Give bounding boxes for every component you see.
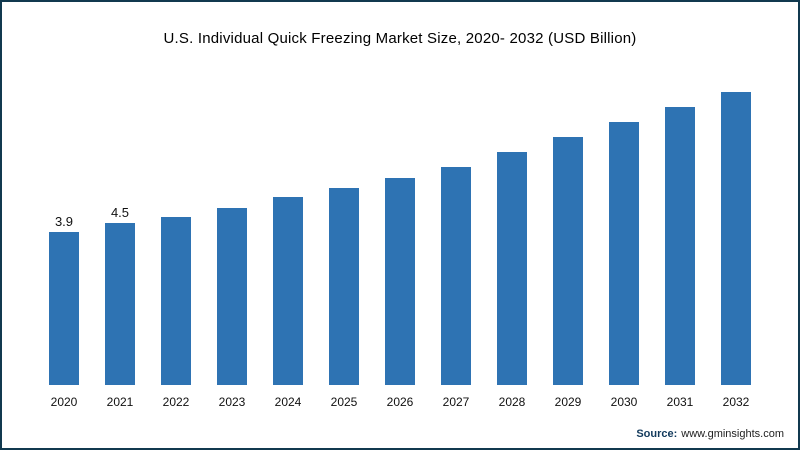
- bar: [217, 208, 247, 385]
- x-axis-label: 2024: [274, 395, 302, 409]
- source-label: Source:: [636, 428, 678, 440]
- bar: [161, 217, 191, 385]
- bar: [553, 137, 583, 385]
- x-axis-label: 2023: [218, 395, 246, 409]
- x-axis: 2020 2021 2022 2023 2024 2025 2026 2027 2028 2029…: [36, 395, 764, 409]
- source-url: www.gminsights.com: [681, 428, 784, 440]
- x-axis-label: 2026: [386, 395, 414, 409]
- x-axis-label: 2031: [666, 395, 694, 409]
- bar: [721, 92, 751, 385]
- bar: [329, 188, 359, 385]
- bar-column: [540, 118, 596, 385]
- bar-column: [204, 189, 260, 385]
- x-axis-label: 2028: [498, 395, 526, 409]
- x-axis-label: 2027: [442, 395, 470, 409]
- bar-column: [316, 169, 372, 385]
- bar: [385, 178, 415, 385]
- bar-column: 4.5: [92, 204, 148, 385]
- x-axis-label: 2022: [162, 395, 190, 409]
- bar-column: 3.9: [36, 213, 92, 385]
- bar-value-label: 3.9: [54, 214, 74, 229]
- x-axis-label: 2029: [554, 395, 582, 409]
- bar: [441, 167, 471, 385]
- bar-column: [596, 103, 652, 385]
- x-axis-label: 2032: [722, 395, 750, 409]
- bar-column: [652, 88, 708, 385]
- x-axis-label: 2020: [50, 395, 78, 409]
- bar: [665, 107, 695, 385]
- bar-column: [260, 178, 316, 385]
- source-text: Source: www.gminsights.com: [636, 428, 784, 440]
- bar-column: [372, 159, 428, 385]
- bar-column: [428, 148, 484, 385]
- x-axis-label: 2021: [106, 395, 134, 409]
- chart-title: U.S. Individual Quick Freezing Market Si…: [163, 30, 637, 47]
- bar: [273, 197, 303, 385]
- bars-row: 3.9 4.5: [36, 85, 764, 385]
- x-axis-label: 2025: [330, 395, 358, 409]
- bar: [49, 232, 79, 385]
- bar-value-label: 4.5: [110, 205, 130, 220]
- bar: [497, 152, 527, 385]
- bar-column: [708, 73, 764, 385]
- bar-column: [148, 198, 204, 385]
- bar-column: [484, 133, 540, 385]
- bar: [609, 122, 639, 385]
- x-axis-label: 2030: [610, 395, 638, 409]
- bar: [105, 223, 135, 385]
